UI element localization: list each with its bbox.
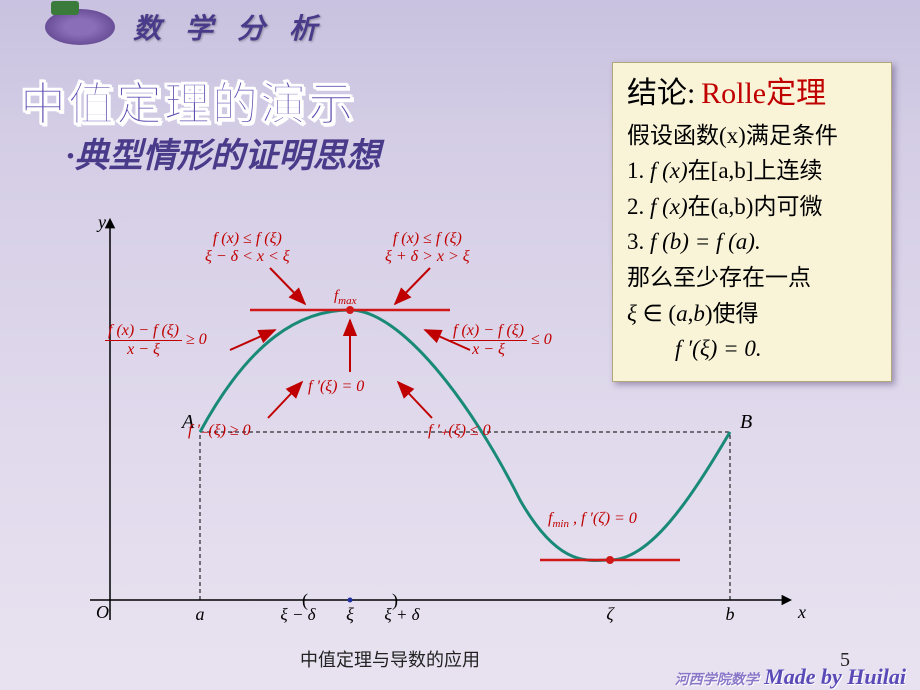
course-title: 数学分析 [133, 7, 341, 47]
tick-zeta: ζ [606, 604, 615, 624]
label-tr-1: f (x) ≤ f (ξ) [385, 230, 470, 248]
tick-b: b [726, 604, 735, 624]
footer-caption: 中值定理与导数的应用 [300, 646, 480, 672]
fr-den: x − ξ [450, 341, 527, 359]
theorem-intro: 假设函数(x)满足条件 [627, 118, 881, 154]
fr-num: f (x) − f (ξ) [450, 322, 527, 341]
rolle-diagram: ( ) O y x a b ξ ξ − δ ξ + δ ζ A B f (x) … [50, 200, 820, 630]
tick-xi-plus: ξ + δ [384, 605, 420, 624]
theorem-heading: 结论: Rolle定理 [627, 71, 881, 118]
tick-a: a [196, 604, 205, 624]
cond1-fx: f (x) [650, 158, 688, 183]
tick-xi: ξ [346, 604, 354, 624]
label-tr-2: ξ + δ > x > ξ [385, 248, 470, 266]
label-fmin: fmin , f ′(ζ) = 0 [548, 510, 637, 530]
credit-prefix: 河西学院数学 [675, 673, 759, 688]
origin-label: O [96, 602, 109, 622]
label-fplus: f ′₊(ξ) ≤ 0 [428, 422, 491, 440]
fl-den: x − ξ [105, 341, 182, 359]
label-fminus: f ′₋(ξ) ≥ 0 [188, 422, 251, 440]
label-frac-left: f (x) − f (ξ)x − ξ ≥ 0 [105, 322, 207, 358]
label-top-left: f (x) ≤ f (ξ) ξ − δ < x < ξ [205, 230, 290, 265]
cond1-pre: 1. [627, 158, 650, 183]
label-fprime0: f ′(ξ) = 0 [308, 378, 364, 396]
point-fmin [606, 556, 614, 564]
label-tl-2: ξ − δ < x < ξ [205, 248, 290, 266]
tick-xi-minus: ξ − δ [280, 605, 316, 624]
theorem-heading-name: Rolle定理 [701, 77, 826, 110]
x-axis-label: x [797, 602, 806, 622]
logo-icon [45, 9, 115, 45]
theorem-cond1: 1. f (x)在[a,b]上连续 [627, 153, 881, 189]
point-xi [348, 598, 353, 603]
page-title: 中值定理的演示 [20, 68, 356, 134]
fl-num: f (x) − f (ξ) [105, 322, 182, 341]
header-bar: 数学分析 [0, 0, 920, 54]
arrow-br [398, 382, 432, 418]
arrow-tl [270, 268, 305, 304]
credit-text: Made by Huilai [764, 664, 906, 689]
y-axis-label: y [96, 212, 106, 232]
point-B-label: B [740, 411, 752, 433]
label-frac-right: f (x) − f (ξ)x − ξ ≤ 0 [450, 322, 552, 358]
theorem-heading-label: 结论: [627, 77, 695, 110]
point-fmax [346, 306, 354, 314]
fl-suf: ≥ 0 [182, 331, 207, 348]
page-subtitle: ·典型情形的证明思想 [66, 128, 381, 177]
label-top-right: f (x) ≤ f (ξ) ξ + δ > x > ξ [385, 230, 470, 265]
label-fmax: fmax [334, 288, 357, 307]
arrow-bl [268, 382, 302, 418]
credit-line: 河西学院数学 Made by Huilai [675, 664, 906, 690]
label-tl-1: f (x) ≤ f (ξ) [205, 230, 290, 248]
arrow-tr [395, 268, 430, 304]
cond1-post: 在[a,b]上连续 [688, 158, 823, 183]
fr-suf: ≤ 0 [527, 331, 552, 348]
